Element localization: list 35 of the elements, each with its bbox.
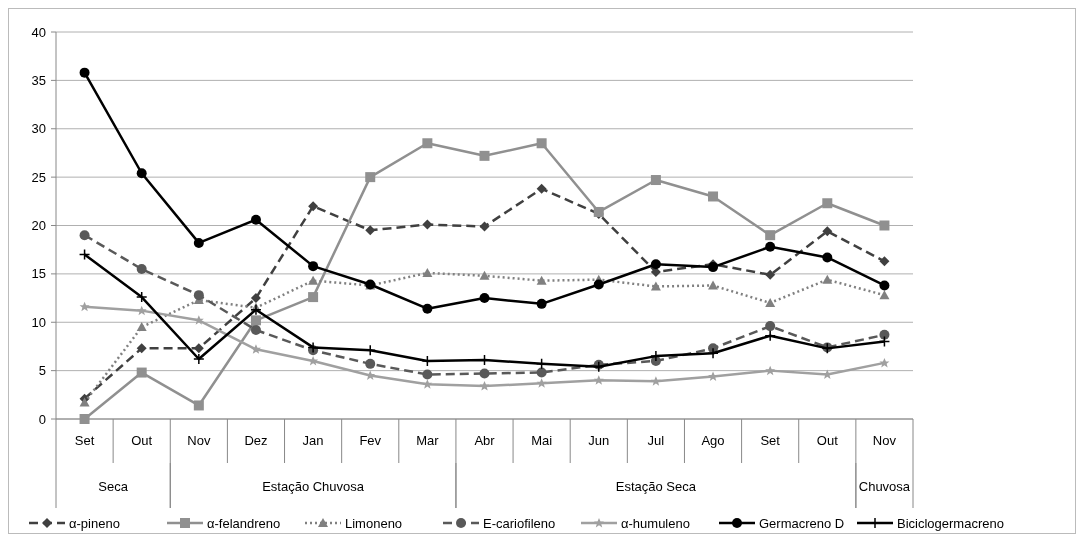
x-tick-label: Mar <box>416 433 440 448</box>
legend-label: α-felandreno <box>207 515 281 531</box>
y-tick-label: 5 <box>38 363 46 379</box>
x-tick-label: Abr <box>474 433 496 448</box>
y-tick-label: 20 <box>31 218 46 234</box>
legend-label: Germacreno D <box>759 515 845 531</box>
legend-label: E-cariofileno <box>483 515 556 531</box>
y-tick-label: 35 <box>31 72 46 88</box>
x-tick-label: Mai <box>531 433 553 448</box>
x-tick-label: Jan <box>302 433 324 448</box>
legend-label: α-pineno <box>69 515 120 531</box>
x-tick-label: Set <box>74 433 95 448</box>
legend-label: Limoneno <box>345 515 403 531</box>
x-tick-label: Nov <box>872 433 897 448</box>
x-tick-label: Jul <box>647 433 665 448</box>
text: Estação Chuvosa <box>262 479 365 494</box>
x-tick-label: Nov <box>187 433 211 448</box>
text: Seca <box>98 479 129 494</box>
text: Estação Seca <box>615 479 697 494</box>
y-tick-label: 0 <box>38 411 46 427</box>
y-tick-label: 40 <box>31 24 46 40</box>
x-tick-label: Out <box>816 433 839 448</box>
y-tick-label: 30 <box>31 121 46 137</box>
y-tick-label: 25 <box>31 169 46 185</box>
x-tick-label: Jun <box>588 433 610 448</box>
text: Chuvosa <box>858 479 911 494</box>
x-tick-label: Ago <box>701 433 725 448</box>
y-tick-label: 10 <box>31 314 46 330</box>
legend-label: Biciclogermacreno <box>897 515 1004 531</box>
x-tick-label: Set <box>760 433 781 448</box>
legend-label: α-humuleno <box>621 515 690 531</box>
y-tick-label: 15 <box>31 266 46 282</box>
x-tick-label: Out <box>131 433 153 448</box>
x-tick-label: Fev <box>359 433 382 448</box>
x-tick-label: Dez <box>244 433 268 448</box>
